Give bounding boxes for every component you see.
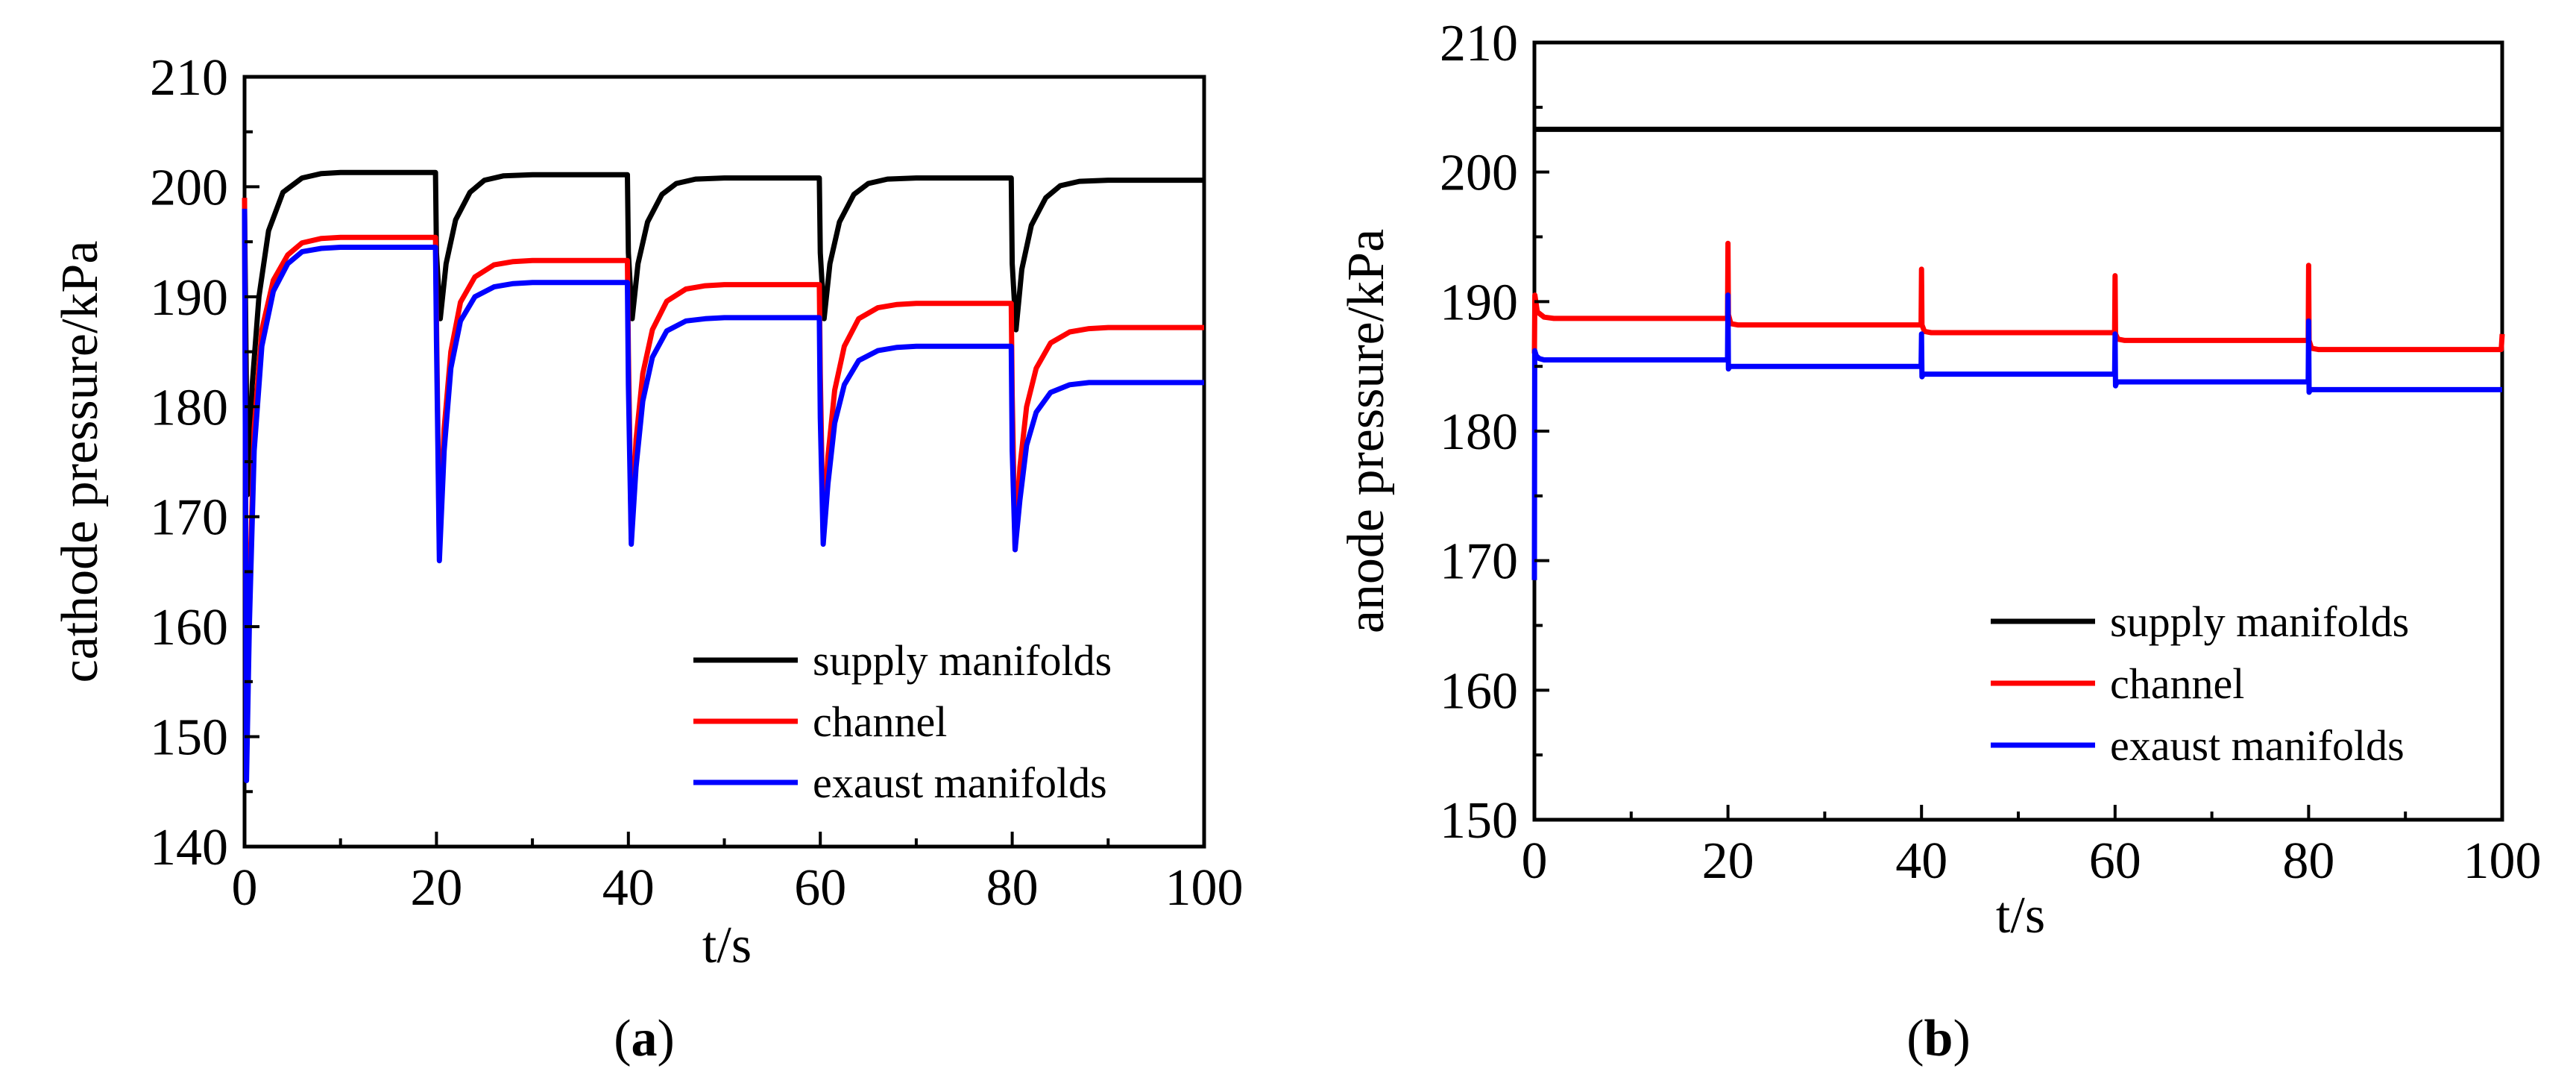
y-tick-label: 210 [1440, 15, 1518, 72]
ticks-group-a: 0 20 40 60 80 100 140 150 160 170 180 190 200 210 [150, 49, 1244, 917]
y-tick-label: 150 [150, 709, 228, 767]
x-tick-label: 100 [1165, 859, 1244, 917]
x-tick-label: 100 [2463, 832, 2542, 890]
plot-frame-b [1532, 40, 2504, 822]
legend-label: exaust manifolds [813, 759, 1107, 807]
y-tick-label: 150 [1440, 792, 1518, 850]
x-tick-label: 20 [1702, 832, 1754, 890]
x-tick-label: 40 [602, 859, 655, 917]
y-tick-label: 170 [1440, 533, 1518, 591]
chart-panel-b: 0 20 40 60 80 100 150 160 170 180 190 200 210 t/s an… [1338, 15, 2542, 1067]
series-line-a-0 [242, 169, 1204, 498]
series-group-a [242, 169, 1204, 783]
chart-panel-a: 0 20 40 60 80 100 140 150 160 170 180 190 200 210 t/s… [51, 49, 1244, 1067]
x-tick-label: 40 [1895, 832, 1947, 890]
y-tick-label: 200 [150, 159, 228, 216]
plot-frame-a [242, 75, 1206, 849]
x-axis-title-b: t/s [1996, 887, 2045, 944]
legend-a: supply manifolds channel exaust manifolds [693, 636, 1112, 807]
x-tick-label: 80 [2282, 832, 2334, 890]
x-tick-label: 0 [232, 859, 258, 917]
y-axis-title-a: cathode pressure/kPa [51, 241, 109, 683]
y-tick-label: 180 [1440, 404, 1518, 461]
series-line-b-2 [1531, 292, 2502, 580]
ticks-group-b: 0 20 40 60 80 100 150 160 170 180 190 200 210 [1440, 15, 2542, 890]
x-tick-label: 60 [794, 859, 846, 917]
x-tick-label: 60 [2089, 832, 2141, 890]
y-tick-label: 160 [1440, 662, 1518, 720]
legend-b: supply manifolds channel exaust manifolds [1991, 597, 2409, 770]
y-tick-label: 180 [150, 379, 228, 436]
legend-label: channel [2110, 659, 2244, 708]
x-tick-label: 0 [1522, 832, 1548, 890]
legend-label: exaust manifolds [2110, 721, 2405, 770]
series-line-a-2 [242, 208, 1204, 783]
y-tick-label: 190 [1440, 274, 1518, 331]
legend-label: supply manifolds [813, 636, 1112, 685]
caption-a: (a) [614, 1010, 675, 1067]
x-axis-title-a: t/s [702, 917, 752, 974]
y-axis-title-b: anode pressure/kPa [1338, 229, 1395, 633]
series-line-b-1 [1531, 240, 2505, 354]
legend-label: channel [813, 697, 947, 746]
caption-b: (b) [1906, 1010, 1971, 1067]
y-tick-label: 190 [150, 269, 228, 327]
x-tick-label: 80 [986, 859, 1039, 917]
y-tick-label: 200 [1440, 145, 1518, 202]
y-tick-label: 210 [150, 49, 228, 107]
y-tick-label: 140 [150, 819, 228, 876]
x-tick-label: 20 [410, 859, 462, 917]
series-group-b [1531, 126, 2505, 580]
y-tick-label: 160 [150, 599, 228, 656]
legend-label: supply manifolds [2110, 597, 2409, 646]
y-tick-label: 170 [150, 489, 228, 547]
